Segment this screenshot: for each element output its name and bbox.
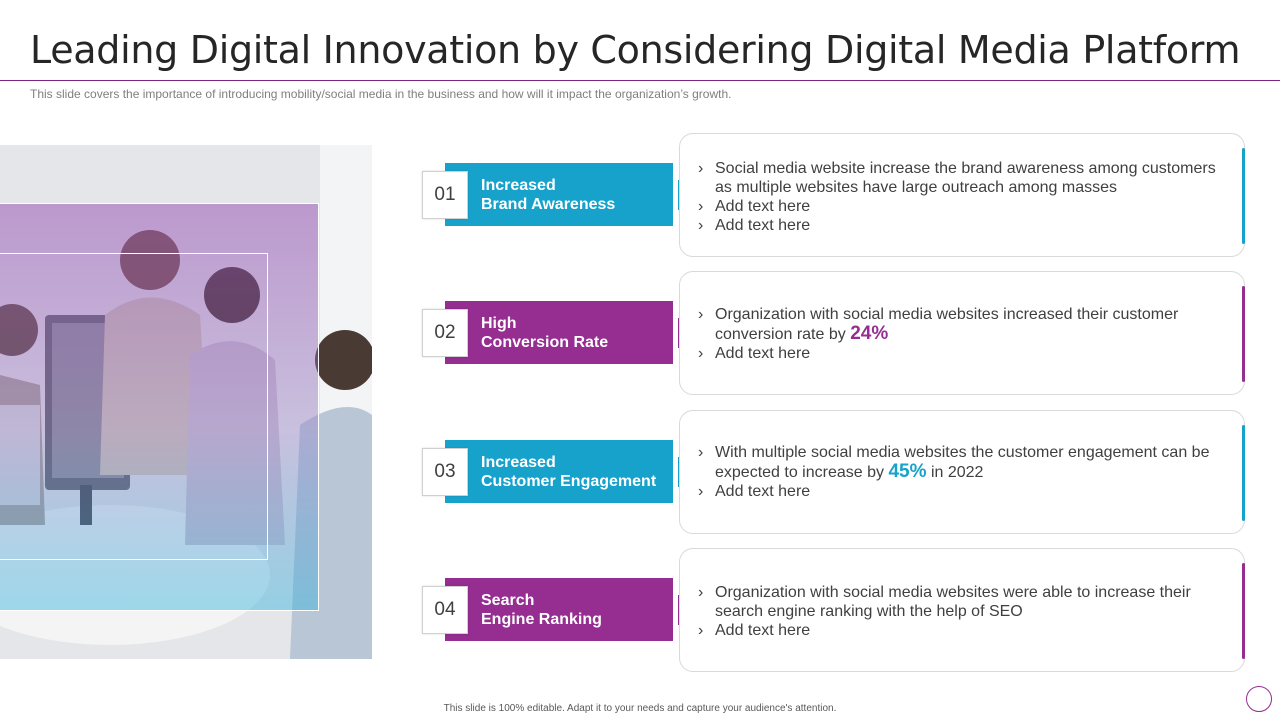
item-number: 01 (422, 171, 468, 219)
item-label: Search Engine Ranking (445, 578, 673, 641)
title-divider (0, 80, 1280, 81)
item-number: 03 (422, 448, 468, 496)
item-row-1: 01 Increased Brand Awareness Social medi… (422, 133, 1246, 259)
bullet-item: Add text here (698, 216, 1224, 235)
bullet-item: Add text here (698, 197, 1224, 216)
card-accent-bar (1242, 148, 1245, 244)
item-label-line2: Conversion Rate (481, 334, 609, 351)
item-card: With multiple social media websites the … (679, 410, 1245, 534)
bullet-item: Organization with social media websites … (698, 583, 1224, 621)
bullet-text: With multiple social media websites the … (715, 444, 1210, 481)
slide-subtitle: This slide covers the importance of intr… (30, 87, 732, 101)
highlight-value: 24% (850, 323, 889, 344)
highlight-value: 45% (888, 461, 927, 482)
item-card: Organization with social media websites … (679, 271, 1245, 395)
slide-footer: This slide is 100% editable. Adapt it to… (443, 703, 837, 714)
bullet-list: Organization with social media websites … (698, 305, 1224, 363)
bullet-item: Add text here (698, 482, 1224, 501)
item-label: Increased Customer Engagement (445, 440, 673, 503)
bullet-item: Add text here (698, 344, 1224, 363)
photo-inner-frame (0, 253, 268, 560)
item-label-line1: Search (481, 592, 535, 609)
item-label-line2: Engine Ranking (481, 611, 602, 628)
item-row-3: 03 Increased Customer Engagement With mu… (422, 410, 1246, 536)
item-row-2: 02 High Conversion Rate Organization wit… (422, 271, 1246, 397)
item-number: 02 (422, 309, 468, 357)
item-label-line1: High (481, 315, 517, 332)
item-card: Organization with social media websites … (679, 548, 1245, 672)
item-number: 04 (422, 586, 468, 634)
bullet-item: Add text here (698, 621, 1224, 640)
corner-circle-icon (1246, 686, 1272, 712)
card-accent-bar (1242, 286, 1245, 382)
bullet-list: With multiple social media websites the … (698, 443, 1224, 501)
item-label-line1: Increased (481, 454, 556, 471)
card-accent-bar (1242, 563, 1245, 659)
item-row-4: 04 Search Engine Ranking Organization wi… (422, 548, 1246, 674)
item-label-line2: Customer Engagement (481, 473, 657, 490)
item-label: Increased Brand Awareness (445, 163, 673, 226)
bullet-text-suffix: in 2022 (930, 464, 984, 481)
card-accent-bar (1242, 425, 1245, 521)
item-label: High Conversion Rate (445, 301, 673, 364)
item-label-line2: Brand Awareness (481, 196, 616, 213)
bullet-list: Social media website increase the brand … (698, 159, 1224, 235)
slide-title: Leading Digital Innovation by Considerin… (30, 28, 1241, 72)
item-label-line1: Increased (481, 177, 556, 194)
item-card: Social media website increase the brand … (679, 133, 1245, 257)
bullet-item: Organization with social media websites … (698, 305, 1224, 344)
bullet-item: With multiple social media websites the … (698, 443, 1224, 482)
photo-gradient-overlay (0, 203, 319, 611)
bullet-item: Social media website increase the brand … (698, 159, 1224, 197)
bullet-text: Organization with social media websites … (715, 306, 1179, 343)
bullet-list: Organization with social media websites … (698, 583, 1224, 640)
